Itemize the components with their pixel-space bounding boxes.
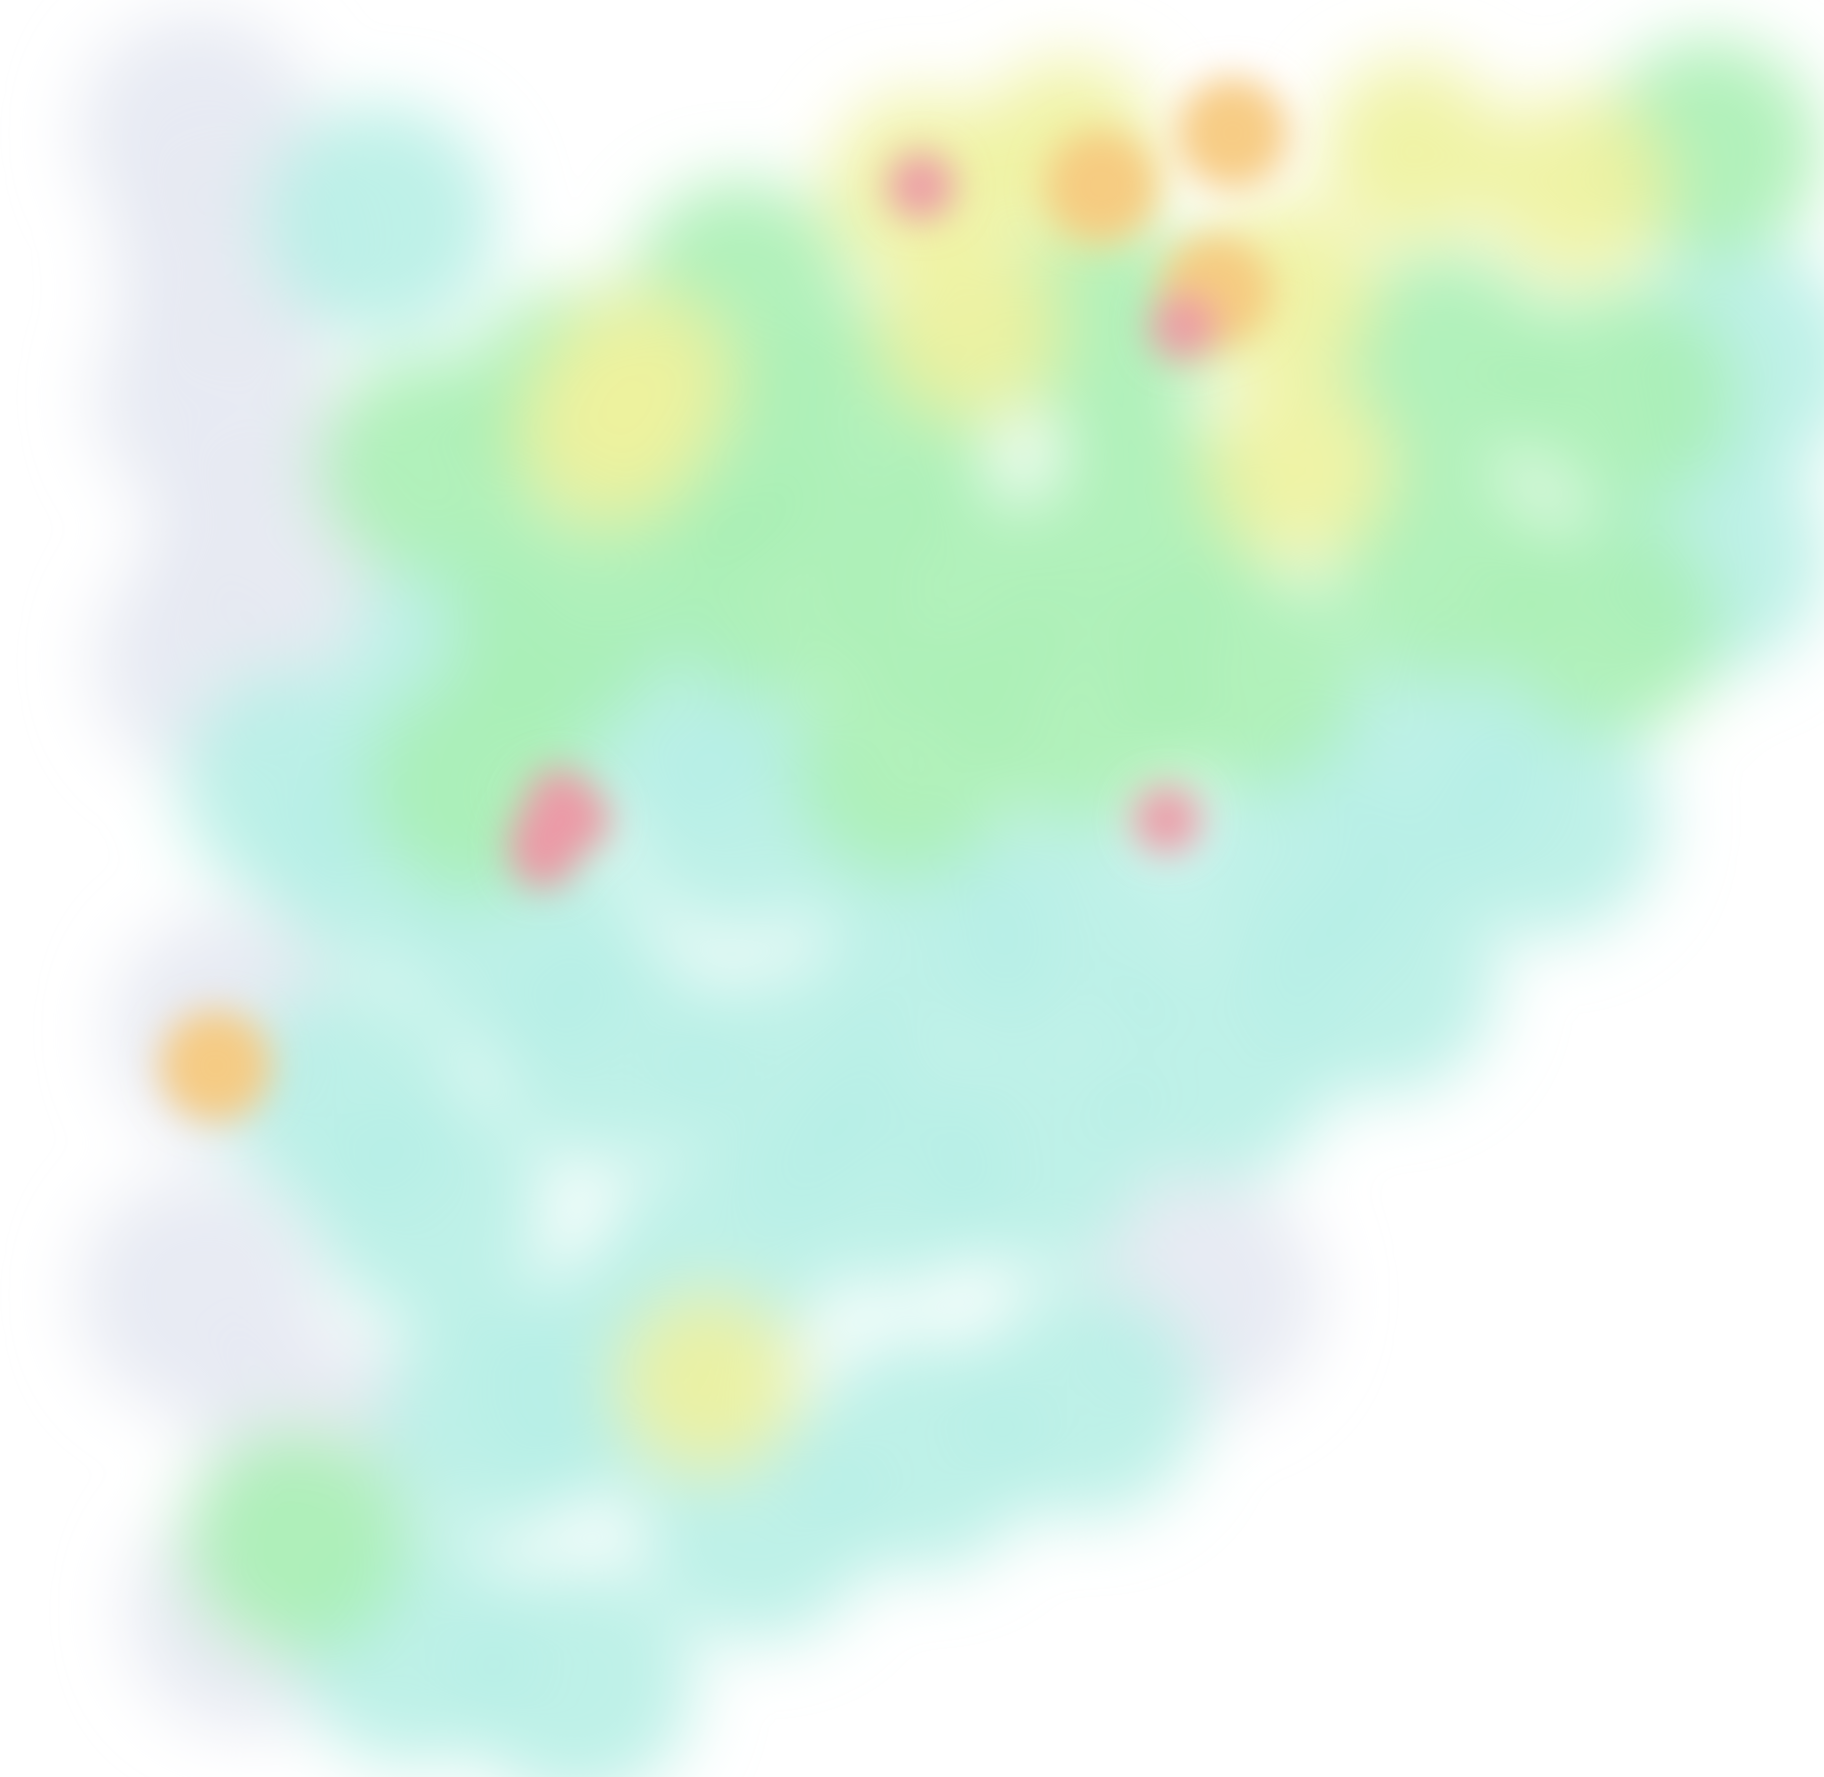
heatmap-cell-36 <box>819 824 1056 1061</box>
heatmap-cell-59 <box>1514 285 1738 510</box>
heatmap-cell-37 <box>770 1053 1006 1290</box>
heatmap-layer-base <box>79 13 1824 1777</box>
heatmap-cell-55 <box>1333 461 1558 686</box>
heatmap-cell-40 <box>989 214 1214 439</box>
heatmap-cell-66 <box>1132 785 1201 854</box>
heatmap-cell-69 <box>1045 130 1158 242</box>
heatmap-cell-48 <box>1206 375 1390 560</box>
heatmap-cell-38 <box>802 1335 1039 1572</box>
heatmap-cell-35 <box>792 654 1017 879</box>
heatmap-cell-22 <box>491 930 728 1167</box>
heatmap-cell-76 <box>185 1429 410 1654</box>
heatmap-cell-70 <box>878 234 1062 419</box>
heatmap-cell-67 <box>1149 292 1218 361</box>
heatmap-cell-46 <box>1176 77 1289 190</box>
heatmap-cell-79 <box>550 287 734 472</box>
heatmap-cell-77 <box>615 1290 800 1475</box>
heatmap-cell-34 <box>841 478 1066 703</box>
heatmap-cell-58 <box>1484 94 1669 278</box>
heatmap-cell-11 <box>261 103 498 340</box>
heatmap-cell-65 <box>886 152 955 220</box>
heatmap-cell-75 <box>159 1010 272 1122</box>
heatmap-cell-56 <box>1311 648 1548 885</box>
heatmap-layer-hot <box>159 77 1289 1122</box>
heatmap-cell-73 <box>526 768 594 836</box>
heatmap-cell-16 <box>310 1088 547 1325</box>
heatmap-cell-27 <box>661 478 886 703</box>
heatmap-cell-53 <box>1320 58 1505 243</box>
heatmap-cell-24 <box>458 1564 695 1777</box>
heatmap-cell-74 <box>509 820 578 889</box>
heatmap-cell-54 <box>1333 250 1558 474</box>
